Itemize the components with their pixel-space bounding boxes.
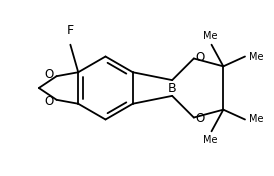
Text: O: O <box>196 51 205 64</box>
Text: O: O <box>44 68 54 81</box>
Text: Me: Me <box>203 135 218 145</box>
Text: Me: Me <box>249 52 263 61</box>
Text: Me: Me <box>249 115 263 124</box>
Text: Me: Me <box>203 31 218 41</box>
Text: F: F <box>67 24 74 37</box>
Text: O: O <box>44 95 54 108</box>
Text: O: O <box>196 112 205 125</box>
Text: B: B <box>168 81 176 95</box>
